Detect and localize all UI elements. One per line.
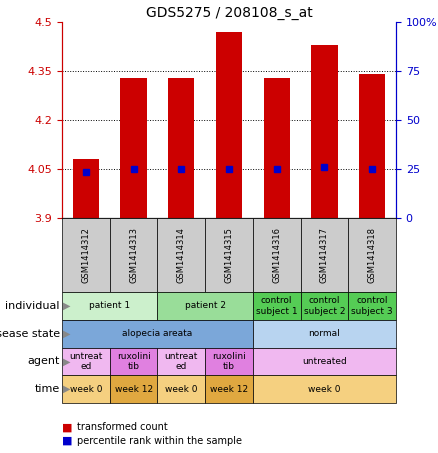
- Text: GSM1414316: GSM1414316: [272, 227, 281, 283]
- Bar: [205, 375, 253, 403]
- Bar: [62, 347, 110, 375]
- Bar: [205, 218, 253, 292]
- Text: patient 1: patient 1: [89, 301, 130, 310]
- Text: GSM1414317: GSM1414317: [320, 227, 329, 283]
- Text: transformed count: transformed count: [78, 422, 168, 432]
- Text: disease state: disease state: [0, 328, 60, 339]
- Text: ■: ■: [62, 436, 73, 446]
- Bar: [157, 347, 205, 375]
- Text: week 12: week 12: [210, 385, 248, 394]
- Bar: [62, 292, 157, 320]
- Bar: [253, 375, 396, 403]
- Bar: [157, 218, 205, 292]
- Text: GSM1414315: GSM1414315: [225, 227, 233, 283]
- Text: untreat
ed: untreat ed: [165, 352, 198, 371]
- Bar: [62, 375, 110, 403]
- Bar: [62, 218, 110, 292]
- Text: individual: individual: [5, 301, 60, 311]
- Text: week 0: week 0: [70, 385, 102, 394]
- Bar: [311, 45, 338, 218]
- Text: GSM1414313: GSM1414313: [129, 227, 138, 283]
- Bar: [110, 347, 157, 375]
- Bar: [157, 292, 253, 320]
- Text: ▶: ▶: [64, 384, 71, 394]
- Bar: [168, 77, 194, 218]
- Bar: [264, 77, 290, 218]
- Bar: [253, 320, 396, 347]
- Text: patient 2: patient 2: [185, 301, 226, 310]
- Text: normal: normal: [308, 329, 340, 338]
- Bar: [157, 375, 205, 403]
- Bar: [62, 320, 253, 347]
- Bar: [253, 292, 300, 320]
- Text: alopecia areata: alopecia areata: [122, 329, 193, 338]
- Bar: [300, 218, 348, 292]
- Text: untreat
ed: untreat ed: [69, 352, 102, 371]
- Bar: [110, 218, 157, 292]
- Bar: [73, 159, 99, 218]
- Text: week 12: week 12: [114, 385, 152, 394]
- Text: ruxolini
tib: ruxolini tib: [117, 352, 150, 371]
- Bar: [110, 375, 157, 403]
- Text: control
subject 1: control subject 1: [256, 296, 297, 316]
- Text: ▶: ▶: [64, 357, 71, 366]
- Text: untreated: untreated: [302, 357, 347, 366]
- Text: GSM1414314: GSM1414314: [177, 227, 186, 283]
- Text: ▶: ▶: [64, 301, 71, 311]
- Bar: [205, 347, 253, 375]
- Title: GDS5275 / 208108_s_at: GDS5275 / 208108_s_at: [145, 5, 312, 19]
- Text: control
subject 3: control subject 3: [351, 296, 393, 316]
- Text: control
subject 2: control subject 2: [304, 296, 345, 316]
- Text: time: time: [35, 384, 60, 394]
- Text: ruxolini
tib: ruxolini tib: [212, 352, 246, 371]
- Text: week 0: week 0: [165, 385, 198, 394]
- Bar: [359, 74, 385, 218]
- Text: week 0: week 0: [308, 385, 341, 394]
- Text: GSM1414318: GSM1414318: [367, 227, 377, 283]
- Bar: [348, 292, 396, 320]
- Text: GSM1414312: GSM1414312: [81, 227, 90, 283]
- Bar: [253, 347, 396, 375]
- Text: ▶: ▶: [64, 328, 71, 339]
- Text: agent: agent: [28, 357, 60, 366]
- Bar: [300, 292, 348, 320]
- Bar: [120, 77, 147, 218]
- Bar: [253, 218, 300, 292]
- Text: percentile rank within the sample: percentile rank within the sample: [78, 436, 242, 446]
- Bar: [216, 32, 242, 218]
- Bar: [348, 218, 396, 292]
- Text: ■: ■: [62, 422, 73, 432]
